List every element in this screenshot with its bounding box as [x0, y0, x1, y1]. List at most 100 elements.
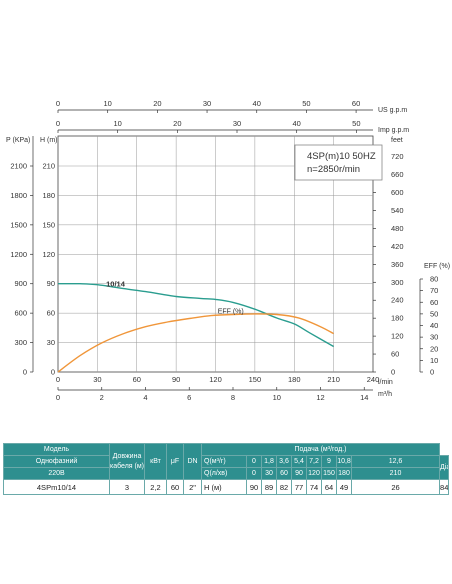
imp-gpm-tick-label: 10 — [113, 119, 121, 128]
q-m3h-value: 1,8 — [261, 455, 277, 468]
flow-header: Подача (м³/год.) — [200, 443, 441, 456]
feet-axis-label: feet — [391, 137, 403, 144]
feet-tick-label: 480 — [391, 224, 404, 233]
us-gpm-axis-label: US g.p.m — [378, 107, 407, 114]
p-kpa-tick-label: 1200 — [10, 250, 27, 259]
l-min-tick-label: 180 — [288, 375, 301, 384]
feet-tick-label: 60 — [391, 350, 399, 359]
eff-tick-label: 40 — [430, 321, 438, 330]
uf-header: μF — [166, 443, 184, 480]
q-m3h-label: Q(м³/г) — [201, 455, 247, 468]
p-kpa-tick-label: 1500 — [10, 220, 27, 229]
eff-tick-label: 80 — [430, 275, 438, 284]
uf-cell: 60 — [166, 479, 184, 495]
q-lmin-value: 150 — [321, 467, 337, 480]
us-gpm-tick-label: 10 — [104, 99, 112, 108]
imp-gpm-tick-label: 30 — [233, 119, 241, 128]
h-m-tick-label: 0 — [51, 368, 55, 377]
head-value: 77 — [291, 479, 307, 495]
m3h-tick-label: 2 — [100, 393, 104, 402]
m3h-tick-label: 12 — [316, 393, 324, 402]
h-m-tick-label: 60 — [47, 309, 55, 318]
h-m-tick-label: 90 — [47, 279, 55, 288]
efficiency-curve-label: EFF (%) — [218, 308, 244, 315]
h-m-tick-label: 180 — [42, 191, 55, 200]
p-kpa-axis-label: P (KPa) — [6, 137, 30, 144]
q-m3h-value: 0 — [246, 455, 262, 468]
head-curve — [57, 282, 334, 348]
efficiency-curve — [57, 313, 334, 373]
head-value: 89 — [261, 479, 277, 495]
us-gpm-tick-label: 20 — [153, 99, 161, 108]
m3h-tick-label: 14 — [360, 393, 368, 402]
head-range-cell: 84~26 — [439, 479, 449, 495]
q-lmin-value: 0 — [246, 467, 262, 480]
q-lmin-value: 120 — [306, 467, 322, 480]
p-kpa-tick-label: 300 — [14, 338, 27, 347]
feet-tick-label: 300 — [391, 278, 404, 287]
feet-tick-label: 360 — [391, 260, 404, 269]
head-value: 74 — [306, 479, 322, 495]
head-value: 90 — [246, 479, 262, 495]
q-m3h-value: 3,6 — [276, 455, 292, 468]
l-min-tick-label: 0 — [56, 375, 60, 384]
l-min-tick-label: 60 — [133, 375, 141, 384]
q-lmin-label: Q(л/хв) — [201, 467, 247, 480]
eff-tick-label: 50 — [430, 309, 438, 318]
feet-tick-label: 600 — [391, 188, 404, 197]
feet-tick-label: 540 — [391, 206, 404, 215]
feet-tick-label: 180 — [391, 314, 404, 323]
single-phase-header: Однофазний — [3, 455, 110, 468]
feet-tick-label: 240 — [391, 296, 404, 305]
m3h-tick-label: 4 — [143, 393, 147, 402]
imp-gpm-tick-label: 40 — [293, 119, 301, 128]
m3h-tick-label: 6 — [187, 393, 191, 402]
p-kpa-tick-label: 0 — [23, 368, 27, 377]
eff-tick-label: 60 — [430, 298, 438, 307]
cable-length-cell: 3 — [109, 479, 145, 495]
chart-grid — [57, 135, 374, 373]
p-kpa-tick-label: 2100 — [10, 162, 27, 171]
imp-gpm-axis-label: Imp g.p.m — [378, 127, 409, 134]
l-min-tick-label: 240 — [367, 375, 380, 384]
imp-gpm-tick-label: 50 — [352, 119, 360, 128]
p-kpa-tick-label: 1800 — [10, 191, 27, 200]
cable-length-header: Довжина кабеля (м) — [109, 443, 145, 480]
feet-tick-label: 720 — [391, 152, 404, 161]
head-value: 82 — [276, 479, 292, 495]
eff-tick-label: 10 — [430, 356, 438, 365]
p-kpa-tick-label: 900 — [14, 279, 27, 288]
head-label: H (м) — [201, 479, 247, 495]
dn-cell: 2" — [183, 479, 202, 495]
q-m3h-value: 5,4 — [291, 455, 307, 468]
kw-cell: 2,2 — [144, 479, 167, 495]
feet-tick-label: 420 — [391, 242, 404, 251]
us-gpm-tick-label: 60 — [352, 99, 360, 108]
q-m3h-value: 10,8 — [336, 455, 352, 468]
h-m-tick-label: 120 — [42, 250, 55, 259]
l-min-tick-label: 120 — [209, 375, 222, 384]
model-cell: 4SPm10/14 — [3, 479, 110, 495]
eff-tick-label: 30 — [430, 333, 438, 342]
us-gpm-tick-label: 40 — [253, 99, 261, 108]
model-info-box: 4SP(m)10 50HZ n=2850r/min — [294, 144, 383, 181]
l-min-tick-label: 150 — [249, 375, 262, 384]
us-gpm-tick-label: 30 — [203, 99, 211, 108]
m3h-axis-label: m³/h — [378, 391, 392, 398]
model-info-line1: 4SP(m)10 50HZ — [307, 151, 376, 162]
kw-header: кВт — [144, 443, 167, 480]
q-m3h-value: 9 — [321, 455, 337, 468]
model-info-line2: n=2850r/min — [307, 164, 360, 175]
h-m-tick-label: 30 — [47, 338, 55, 347]
dn-header: DN — [183, 443, 202, 480]
eff-tick-label: 20 — [430, 344, 438, 353]
h-m-axis-label: H (m) — [40, 137, 58, 144]
head-value: 49 — [336, 479, 352, 495]
eff-tick-label: 70 — [430, 286, 438, 295]
voltage-header: 220В — [3, 467, 110, 480]
q-lmin-value: 60 — [276, 467, 292, 480]
head-range-header: Діапазон напору (м) — [439, 455, 449, 480]
head-curve-label: 10/14 — [106, 280, 126, 289]
